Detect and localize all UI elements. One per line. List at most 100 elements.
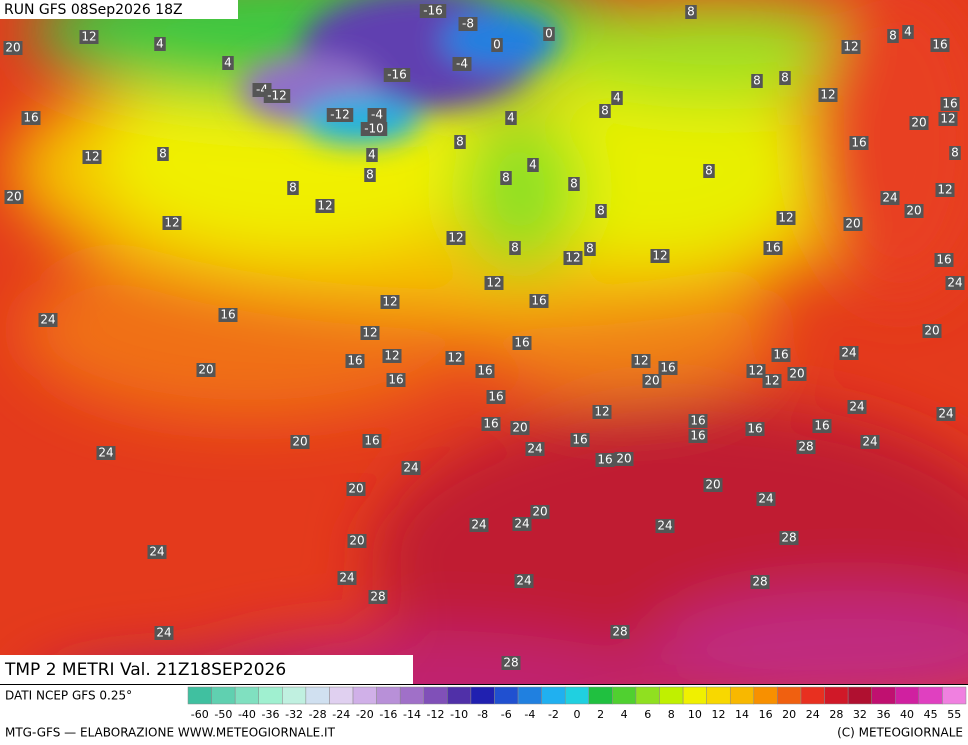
contour-label: -12 [267, 89, 287, 103]
label-box [315, 199, 335, 213]
label-box [934, 253, 954, 267]
label-box [500, 171, 512, 185]
label-box [452, 57, 472, 71]
field-label: TMP 2 METRI Val. 21Z18SEP2026 [4, 660, 286, 680]
label-box [382, 349, 402, 363]
contour-label: 24 [841, 346, 856, 360]
colorbar-tick-label: 20 [782, 708, 796, 721]
contour-label: 28 [612, 625, 627, 639]
colorbar-tick-label: 45 [924, 708, 938, 721]
contour-label: 8 [586, 242, 594, 256]
label-box [631, 354, 651, 368]
label-box [290, 435, 310, 449]
label-box [469, 518, 489, 532]
label-box [762, 374, 782, 388]
contour-label: 8 [511, 241, 519, 255]
label-box [222, 56, 234, 70]
contour-label: 16 [488, 390, 503, 404]
contour-label: 20 [349, 534, 364, 548]
label-box [360, 122, 388, 136]
run-box [0, 0, 238, 19]
contour-label: 4 [156, 37, 164, 51]
label-box [655, 519, 675, 533]
contour-label: 0 [493, 38, 501, 52]
label-box [745, 422, 765, 436]
label-box [843, 217, 863, 231]
contour-label: 8 [456, 135, 464, 149]
label-box [147, 545, 167, 559]
colorbar-swatch [211, 686, 236, 705]
colorbar-tick-label: 8 [668, 708, 675, 721]
contour-label: 12 [652, 249, 667, 263]
label-box [779, 71, 791, 85]
source-label: DATI NCEP GFS 0.25° [5, 689, 132, 703]
colorbar-swatch [612, 686, 637, 705]
label-box [401, 461, 421, 475]
colorbar-swatch [258, 686, 283, 705]
colorbar-tick-label: -6 [501, 708, 512, 721]
contour-label: 24 [657, 519, 672, 533]
contour-label: 16 [388, 373, 403, 387]
label-box [839, 346, 859, 360]
label-box [38, 313, 58, 327]
contour-label: 20 [924, 324, 939, 338]
colorbar-tick-label: 55 [947, 708, 961, 721]
label-box [930, 38, 950, 52]
colorbar-swatch [494, 686, 519, 705]
contour-label: 20 [532, 505, 547, 519]
colorbar-swatch [541, 686, 566, 705]
contour-label: 24 [149, 545, 164, 559]
label-box [592, 405, 612, 419]
contour-label: 12 [448, 231, 463, 245]
contour-label: -10 [364, 122, 384, 136]
label-box [368, 590, 388, 604]
label-box [446, 231, 466, 245]
contour-label: 12 [633, 354, 648, 368]
colorbar-swatch [305, 686, 330, 705]
contour-label: 12 [764, 374, 779, 388]
contour-label: 12 [843, 40, 858, 54]
label-box [611, 91, 623, 105]
contour-label: 12 [317, 199, 332, 213]
label-box [510, 421, 530, 435]
colorbar-tick-label: 10 [688, 708, 702, 721]
contour-label: 12 [937, 183, 952, 197]
label-box [938, 112, 958, 126]
colorbar-tick-label: -60 [191, 708, 209, 721]
colorbar-swatch [282, 686, 307, 705]
label-box [751, 74, 763, 88]
contour-label: 16 [477, 364, 492, 378]
contour-label: 12 [594, 405, 609, 419]
colorbar-tick-label: -8 [477, 708, 488, 721]
contour-label: 12 [748, 364, 763, 378]
contour-label: 4 [368, 148, 376, 162]
colorbar-tick-label: -50 [214, 708, 232, 721]
contour-label: 24 [527, 442, 542, 456]
colorbar-tick-label: 28 [829, 708, 843, 721]
label-box [887, 29, 899, 43]
colorbar-tick-label: 0 [574, 708, 581, 721]
label-box [543, 27, 555, 41]
contour-label: 16 [572, 433, 587, 447]
label-box [530, 505, 550, 519]
label-box [595, 453, 615, 467]
contour-label: 24 [514, 517, 529, 531]
colorbar-tick-label: -28 [309, 708, 327, 721]
contour-label: 24 [849, 400, 864, 414]
contour-label: 0 [545, 27, 553, 41]
colorbar-tick-label: -12 [427, 708, 445, 721]
colorbar-swatch [871, 686, 896, 705]
colorbar-tick-label: 4 [621, 708, 628, 721]
label-box [345, 354, 365, 368]
colorbar-tick-label: 2 [597, 708, 604, 721]
contour-label: 20 [616, 452, 631, 466]
contour-label: 8 [289, 181, 297, 195]
colorbar-swatch [942, 686, 967, 705]
label-box [458, 17, 478, 31]
contour-label: 24 [947, 276, 962, 290]
contour-label: 8 [159, 147, 167, 161]
contour-label: 20 [906, 204, 921, 218]
colorbar-tick-label: 6 [644, 708, 651, 721]
copyright-label: (C) METEOGIORNALE [837, 726, 963, 740]
